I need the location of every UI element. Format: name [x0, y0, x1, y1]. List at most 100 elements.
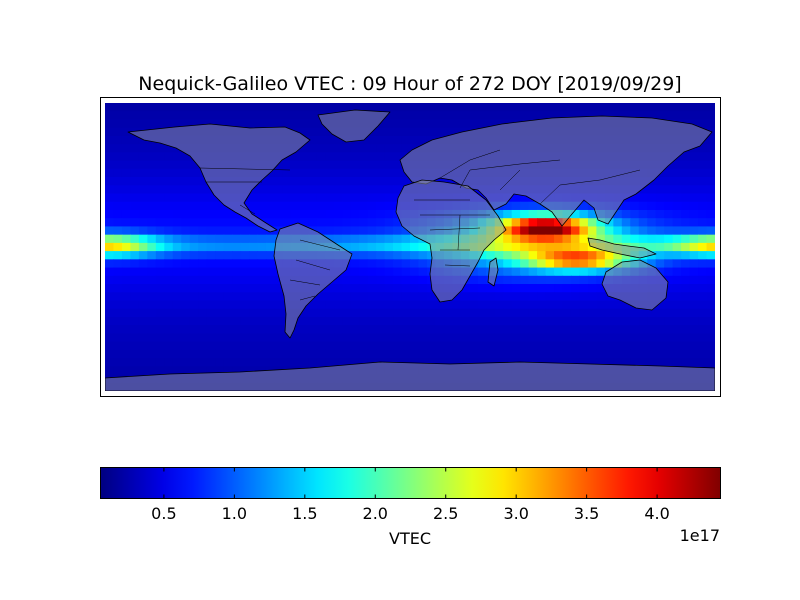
- heatmap-cell: [215, 325, 225, 334]
- heatmap-cell: [138, 284, 148, 293]
- heatmap-cell: [113, 209, 123, 219]
- heatmap-cell: [664, 259, 674, 269]
- heatmap-cell: [223, 259, 233, 269]
- heatmap-cell: [579, 234, 589, 244]
- heatmap-cell: [198, 333, 208, 343]
- heatmap-cell: [359, 275, 369, 285]
- heatmap-cell: [655, 177, 665, 186]
- heatmap-cell: [155, 218, 165, 228]
- heatmap-cell: [189, 185, 199, 195]
- heatmap-cell: [604, 341, 614, 351]
- heatmap-cell: [443, 111, 453, 121]
- heatmap-cell: [333, 300, 343, 310]
- heatmap-cell: [545, 111, 555, 121]
- heatmap-cell: [291, 152, 301, 162]
- heatmap-cell: [562, 234, 572, 244]
- heatmap-cell: [469, 119, 479, 129]
- heatmap-cell: [265, 201, 276, 211]
- heatmap-cell: [138, 267, 148, 277]
- heatmap-cell: [655, 242, 665, 252]
- heatmap-cell: [215, 292, 225, 302]
- heatmap-cell: [452, 103, 462, 112]
- heatmap-cell: [113, 325, 123, 334]
- heatmap-cell: [333, 218, 343, 228]
- heatmap-cell: [198, 251, 208, 260]
- heatmap-cell: [689, 177, 699, 186]
- heatmap-cell: [604, 358, 614, 367]
- heatmap-cell: [681, 152, 691, 162]
- heatmap-cell: [257, 201, 267, 211]
- heatmap-cell: [325, 103, 335, 112]
- heatmap-cell: [664, 275, 674, 285]
- heatmap-cell: [664, 300, 674, 310]
- heatmap-cell: [664, 193, 674, 203]
- heatmap-cell: [257, 292, 267, 302]
- heatmap-cell: [223, 226, 233, 236]
- heatmap-cell: [384, 185, 394, 195]
- heatmap-cell: [223, 218, 233, 228]
- heatmap-cell: [452, 300, 462, 310]
- heatmap-cell: [274, 177, 284, 186]
- heatmap-cell: [105, 267, 115, 277]
- heatmap-cell: [621, 341, 631, 351]
- heatmap-cell: [384, 144, 394, 153]
- heatmap-cell: [206, 259, 216, 269]
- heatmap-cell: [401, 177, 411, 186]
- heatmap-cell: [189, 226, 199, 236]
- heatmap-cell: [181, 300, 191, 310]
- heatmap-cell: [105, 242, 115, 252]
- heatmap-cell: [274, 209, 284, 219]
- heatmap-cell: [477, 292, 487, 302]
- heatmap-cell: [138, 177, 148, 186]
- heatmap-cell: [528, 242, 538, 252]
- heatmap-cell: [342, 160, 352, 170]
- heatmap-cell: [240, 218, 250, 228]
- heatmap-cell: [342, 234, 352, 244]
- heatmap-cell: [138, 193, 148, 203]
- heatmap-cell: [664, 251, 674, 260]
- heatmap-cell: [689, 300, 699, 310]
- heatmap-cell: [613, 111, 623, 121]
- heatmap-cell: [299, 103, 309, 112]
- heatmap-cell: [138, 168, 148, 178]
- heatmap-cell: [613, 333, 623, 343]
- heatmap-cell: [596, 316, 606, 326]
- heatmap-cell: [613, 226, 623, 236]
- heatmap-cell: [181, 160, 191, 170]
- heatmap-cell: [698, 267, 708, 277]
- heatmap-cell: [367, 275, 377, 285]
- heatmap-cell: [587, 218, 597, 228]
- heatmap-cell: [376, 349, 386, 359]
- heatmap-cell: [443, 308, 453, 318]
- heatmap-cell: [443, 349, 453, 359]
- heatmap-cell: [198, 201, 208, 211]
- heatmap-cell: [164, 308, 174, 318]
- heatmap-cell: [198, 119, 208, 129]
- heatmap-cell: [621, 209, 631, 219]
- heatmap-cell: [528, 308, 538, 318]
- heatmap-cell: [604, 103, 614, 112]
- heatmap-cell: [359, 218, 369, 228]
- heatmap-cell: [537, 226, 547, 236]
- heatmap-cell: [308, 177, 318, 186]
- heatmap-cell: [604, 316, 614, 326]
- heatmap-cell: [206, 267, 216, 277]
- heatmap-cell: [138, 226, 148, 236]
- heatmap-cell: [105, 358, 115, 367]
- heatmap-cell: [359, 185, 369, 195]
- heatmap-cell: [486, 242, 496, 252]
- heatmap-cell: [223, 308, 233, 318]
- heatmap-cell: [503, 316, 513, 326]
- heatmap-cell: [342, 325, 352, 334]
- heatmap-cell: [121, 119, 132, 129]
- heatmap-cell: [147, 242, 157, 252]
- heatmap-cell: [232, 349, 242, 359]
- heatmap-cell: [342, 341, 352, 351]
- heatmap-cell: [494, 284, 504, 293]
- heatmap-cell: [333, 135, 343, 145]
- heatmap-cell: [164, 366, 174, 376]
- heatmap-cell: [206, 308, 216, 318]
- heatmap-cell: [215, 103, 225, 112]
- heatmap-cell: [121, 275, 132, 285]
- heatmap-cell: [503, 300, 513, 310]
